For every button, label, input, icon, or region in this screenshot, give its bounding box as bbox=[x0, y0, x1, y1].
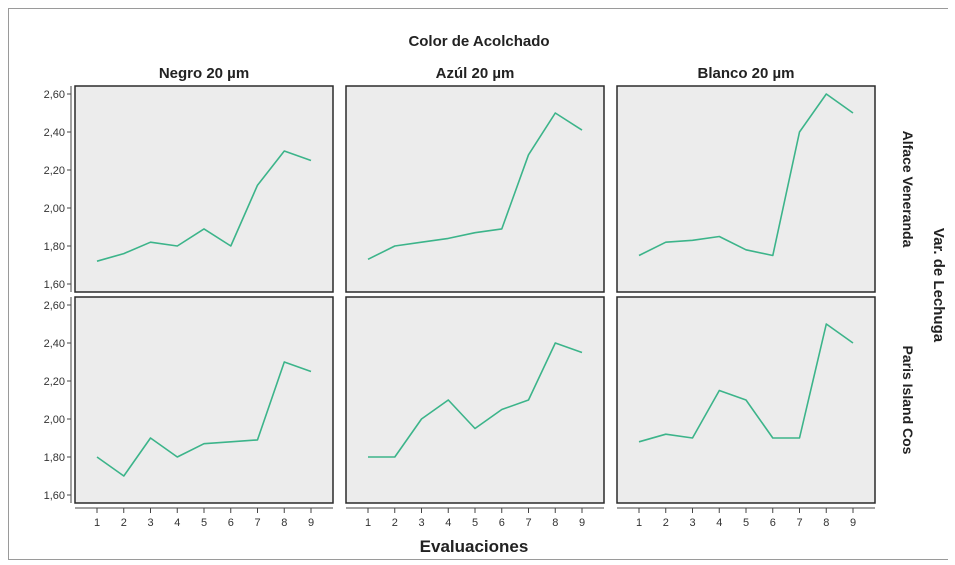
series-line bbox=[367, 112, 583, 261]
row-header: Alface Veneranda bbox=[900, 131, 916, 248]
x-tick-label: 4 bbox=[174, 517, 180, 529]
panel-background bbox=[616, 85, 876, 293]
x-tick-label: 6 bbox=[770, 517, 776, 529]
x-tick-label: 5 bbox=[201, 517, 207, 529]
series-line bbox=[96, 361, 312, 477]
column-header: Negro 20 µm bbox=[159, 65, 249, 82]
x-tick-label: 7 bbox=[525, 517, 531, 529]
x-tick-label: 5 bbox=[472, 517, 478, 529]
y-tick-label: 2,00 bbox=[44, 203, 65, 215]
x-tick-label: 8 bbox=[552, 517, 558, 529]
x-tick-label: 9 bbox=[308, 517, 314, 529]
row-header: Paris Island Cos bbox=[900, 346, 916, 455]
x-tick-label: 1 bbox=[365, 517, 371, 529]
x-tick-label: 4 bbox=[716, 517, 722, 529]
y-tick-label: 2,60 bbox=[44, 300, 65, 312]
x-tick-label: 3 bbox=[689, 517, 695, 529]
y-tick-label: 2,40 bbox=[44, 338, 65, 350]
x-tick-label: 1 bbox=[94, 517, 100, 529]
x-tick-label: 6 bbox=[499, 517, 505, 529]
x-tick-label: 4 bbox=[445, 517, 451, 529]
y-tick-label: 2,40 bbox=[44, 127, 65, 139]
panel-background bbox=[74, 85, 334, 293]
x-tick-label: 9 bbox=[579, 517, 585, 529]
y-tick-label: 2,00 bbox=[44, 414, 65, 426]
figure-frame bbox=[8, 8, 948, 560]
column-header: Blanco 20 µm bbox=[697, 65, 794, 82]
y-tick-label: 1,80 bbox=[44, 452, 65, 464]
x-tick-label: 2 bbox=[121, 517, 127, 529]
y-tick-label: 1,80 bbox=[44, 241, 65, 253]
x-tick-label: 3 bbox=[418, 517, 424, 529]
series-line bbox=[368, 342, 583, 458]
x-tick-label: 3 bbox=[147, 517, 153, 529]
x-tick-label: 1 bbox=[636, 517, 642, 529]
y-tick-label: 2,20 bbox=[44, 376, 65, 388]
x-tick-label: 2 bbox=[392, 517, 398, 529]
panels-layer: Negro 20 µm Azúl 20 µm Blanco 20 µm Alface … bbox=[44, 65, 916, 529]
x-tick-label: 9 bbox=[850, 517, 856, 529]
y-tick-label: 1,60 bbox=[44, 279, 65, 291]
series-line bbox=[638, 323, 854, 443]
x-tick-label: 2 bbox=[663, 517, 669, 529]
series-line bbox=[96, 150, 312, 262]
panel-background bbox=[345, 296, 605, 504]
x-tick-label: 6 bbox=[228, 517, 234, 529]
series-line bbox=[638, 93, 854, 257]
x-tick-label: 7 bbox=[796, 517, 802, 529]
y-tick-label: 2,60 bbox=[44, 89, 65, 101]
y-tick-label: 2,20 bbox=[44, 165, 65, 177]
panel-background bbox=[345, 85, 605, 293]
x-tick-label: 7 bbox=[254, 517, 260, 529]
column-header: Azúl 20 µm bbox=[436, 65, 515, 82]
x-tick-label: 8 bbox=[281, 517, 287, 529]
chart-title: Color de Acolchado bbox=[408, 33, 549, 50]
x-axis-label: Evaluaciones bbox=[420, 537, 529, 556]
row-group-label: Var. de Lechuga bbox=[930, 228, 947, 343]
y-tick-label: 1,60 bbox=[44, 490, 65, 502]
panel-background bbox=[74, 296, 334, 504]
x-tick-label: 5 bbox=[743, 517, 749, 529]
x-tick-label: 8 bbox=[823, 517, 829, 529]
